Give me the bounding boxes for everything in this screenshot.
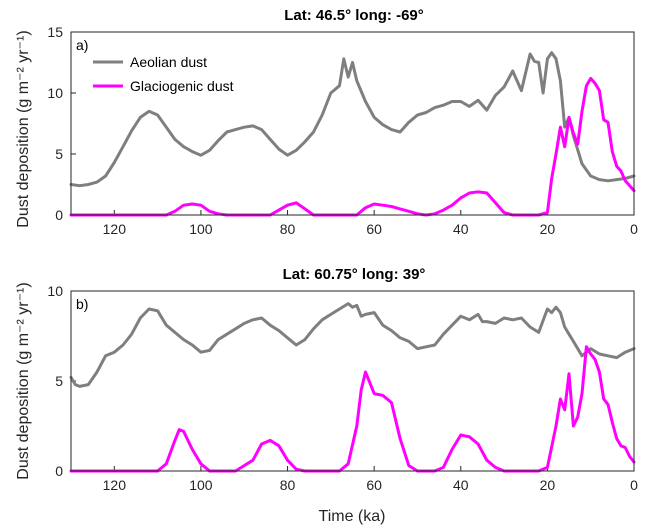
panel-b-ticks: 120 100 80 60 40 20 0 0 5 10	[47, 283, 638, 493]
panel-b-xtick-label: 80	[280, 477, 296, 493]
legend-label-aeolian: Aeolian dust	[130, 54, 207, 70]
panel-b-ytick-label: 10	[47, 283, 63, 299]
panel-a-axes-frame	[70, 31, 635, 216]
panel-b-ytick-label: 5	[55, 373, 63, 389]
panel-a-xtick-label: 80	[280, 221, 296, 237]
panel-a-ytick-label: 0	[55, 207, 63, 223]
panel-a-xtick-label: 60	[366, 221, 382, 237]
panel-a-xtick-label: 120	[103, 221, 127, 237]
panel-a-series-glaciogenic-dust	[69, 76, 636, 217]
panel-a-xtick-label: 20	[540, 221, 556, 237]
panel-b-series-aeolian-dust	[69, 302, 636, 388]
panel-a: Lat: 46.5° long: -69° Dust deposition (g…	[15, 7, 638, 237]
panel-b-xtick-label: 0	[630, 477, 638, 493]
panel-b-ylabel: Dust deposition (g m⁻² yr⁻¹)	[15, 282, 32, 479]
panel-b-xtick-label: 20	[540, 477, 556, 493]
legend-label-glaciogenic: Glaciogenic dust	[130, 78, 234, 94]
panel-a-plot-area	[69, 51, 636, 217]
panel-b-ytick-label: 0	[55, 463, 63, 479]
panel-a-ylabel: Dust deposition (g m⁻² yr⁻¹)	[15, 30, 32, 227]
panel-b: Lat: 60.75° long: 39° Dust deposition (g…	[15, 266, 638, 525]
panel-a-ytick-label: 10	[47, 85, 63, 101]
panel-b-xtick-label: 100	[189, 477, 213, 493]
panel-a-title: Lat: 46.5° long: -69°	[284, 7, 424, 24]
panel-a-xtick-label: 100	[189, 221, 213, 237]
panel-a-xtick-label: 0	[630, 221, 638, 237]
panel-b-label: b)	[76, 296, 88, 312]
panel-a-label: a)	[76, 37, 88, 53]
panel-b-xtick-label: 120	[103, 477, 127, 493]
panel-a-xtick-label: 40	[453, 221, 469, 237]
panel-b-xtick-label: 40	[453, 477, 469, 493]
legend: Aeolian dust Glaciogenic dust	[93, 54, 234, 94]
panel-a-ytick-label: 15	[47, 24, 63, 40]
panel-b-xtick-label: 60	[366, 477, 382, 493]
panel-b-plot-area	[69, 302, 636, 473]
panel-a-series-aeolian-dust	[69, 51, 636, 188]
panel-b-axes-frame	[70, 290, 635, 472]
panel-b-series-glaciogenic-dust	[69, 345, 636, 473]
panel-b-title: Lat: 60.75° long: 39°	[283, 266, 426, 283]
x-axis-title: Time (ka)	[319, 508, 386, 525]
panel-a-ytick-label: 5	[55, 146, 63, 162]
